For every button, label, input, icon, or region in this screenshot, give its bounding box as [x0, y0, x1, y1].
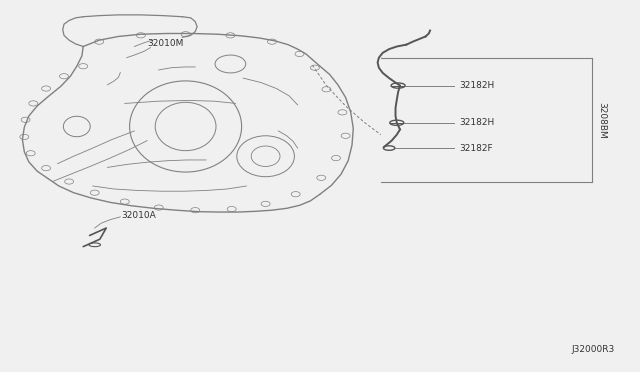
Text: J32000R3: J32000R3: [571, 345, 614, 354]
Text: 32010A: 32010A: [122, 211, 156, 220]
Text: 32182H: 32182H: [460, 81, 495, 90]
Text: 32182F: 32182F: [460, 144, 493, 153]
Text: 32182H: 32182H: [460, 118, 495, 127]
Text: 32010M: 32010M: [147, 39, 184, 48]
Text: 3208BM: 3208BM: [597, 102, 606, 138]
